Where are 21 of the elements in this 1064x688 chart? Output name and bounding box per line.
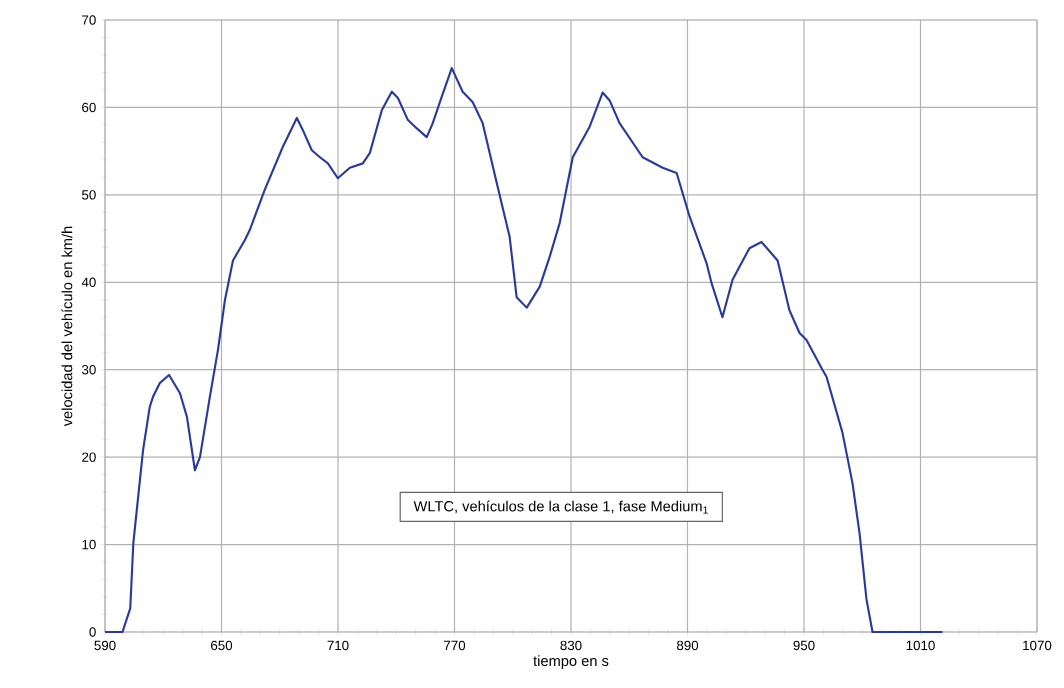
y-tick-label: 0 — [89, 627, 96, 637]
y-tick-label: 50 — [82, 190, 96, 200]
y-tick-label: 60 — [82, 102, 96, 113]
x-tick-label: 710 — [327, 640, 349, 651]
x-tick-label: 830 — [560, 640, 582, 651]
x-tick-label: 950 — [793, 640, 815, 651]
x-tick-label: 770 — [444, 640, 466, 651]
y-axis-title: velocidad del vehículo en km/h — [61, 226, 73, 427]
x-tick-label: 1010 — [906, 640, 935, 651]
y-tick-label: 10 — [82, 539, 96, 550]
x-axis-title: tiempo en s — [533, 655, 609, 669]
y-tick-label: 70 — [82, 15, 96, 25]
x-tick-label: 890 — [676, 640, 699, 651]
line-series — [103, 67, 944, 634]
x-tick-label: 650 — [211, 640, 233, 651]
x-tick-label: 1070 — [1023, 640, 1052, 651]
y-tick-label: 20 — [82, 452, 96, 462]
x-tick-label: 590 — [94, 640, 116, 651]
y-tick-label: 30 — [81, 364, 96, 375]
y-tick-label: 40 — [81, 277, 96, 287]
annotation: WLTC, vehículos de la clase 1, fase Medium$_{1}$ — [413, 500, 708, 514]
